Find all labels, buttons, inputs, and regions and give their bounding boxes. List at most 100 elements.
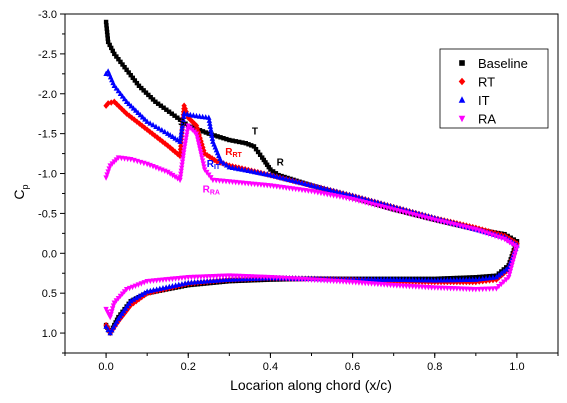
it-upper-point — [121, 95, 128, 102]
data-marks — [103, 19, 520, 337]
baseline-upper-point — [273, 171, 279, 176]
ra-upper-point — [199, 155, 205, 161]
ra-lower-point — [141, 280, 147, 286]
baseline-upper-point — [126, 70, 131, 75]
it-upper-point — [113, 85, 120, 91]
baseline-upper-point — [141, 88, 146, 93]
it-upper-point — [137, 111, 144, 118]
it-upper-point — [206, 114, 212, 120]
ra-upper-point — [174, 176, 181, 182]
it-upper-point — [229, 164, 236, 170]
svg-text:Cp: Cp — [11, 184, 30, 199]
baseline-upper-point — [166, 109, 172, 114]
baseline-upper-point — [227, 137, 232, 143]
baseline-upper-point — [112, 51, 117, 57]
rt-upper-point — [134, 118, 140, 125]
baseline-upper-point — [183, 121, 188, 126]
it-upper-point — [117, 90, 124, 96]
legend-marker-ra — [458, 115, 466, 123]
ra-upper-point — [177, 174, 184, 181]
it-upper-point — [251, 168, 258, 175]
it-upper-point — [206, 117, 213, 123]
ra-upper-point — [200, 161, 207, 167]
baseline-upper-point — [169, 111, 175, 116]
it-upper-point — [181, 110, 187, 116]
it-lower-point — [114, 318, 120, 324]
ra-lower-point — [498, 281, 505, 288]
baseline-upper-point — [246, 142, 251, 147]
baseline-upper-point — [148, 94, 153, 100]
it-upper-point — [150, 121, 156, 128]
it-upper-point — [209, 135, 216, 141]
annotation-r: R — [277, 158, 285, 169]
it-upper-point — [308, 182, 315, 188]
baseline-upper-point — [136, 83, 142, 88]
it-lower-point — [133, 294, 139, 301]
it-upper-point — [218, 158, 224, 164]
baseline-upper-point — [155, 101, 161, 106]
ra-upper-point — [184, 129, 190, 135]
it-lower-point — [128, 297, 134, 304]
baseline-upper-point — [264, 162, 270, 167]
baseline-upper-point — [243, 141, 248, 146]
it-upper-point — [321, 185, 327, 191]
it-upper-point — [156, 125, 162, 131]
baseline-upper-point — [224, 136, 229, 142]
it-upper-point — [135, 109, 141, 116]
rt-upper-point — [177, 146, 184, 153]
legend-label-baseline: Baseline — [478, 56, 528, 71]
rt-upper-point — [183, 108, 189, 115]
baseline-upper-point — [158, 103, 164, 108]
it-lower-point — [493, 274, 500, 280]
it-upper-point — [330, 187, 337, 194]
ra-lower-point — [126, 285, 133, 292]
y-axis-title-main: C — [11, 189, 27, 199]
ra-upper-point — [194, 134, 200, 140]
ra-lower-point — [473, 286, 479, 293]
ra-lower-point — [501, 279, 507, 285]
baseline-upper-point — [230, 138, 235, 143]
rt-upper-point — [105, 100, 111, 107]
it-upper-point — [119, 93, 126, 99]
it-upper-point — [179, 122, 186, 129]
it-upper-point — [111, 82, 117, 88]
series-rt — [103, 98, 520, 337]
it-lower-point — [138, 291, 145, 297]
ra-lower-point — [509, 262, 515, 269]
ra-upper-point — [179, 162, 185, 168]
ra-lower-point — [476, 286, 482, 293]
it-upper-point — [144, 118, 150, 124]
baseline-upper-point — [146, 92, 151, 98]
it-lower-point — [130, 296, 137, 302]
baseline-upper-point — [104, 26, 109, 31]
it-upper-point — [286, 176, 293, 183]
rt-upper-point — [174, 150, 181, 158]
it-upper-point — [162, 128, 168, 135]
it-upper-point — [311, 183, 318, 189]
ra-upper-point — [509, 241, 515, 247]
ra-lower-point — [483, 286, 489, 292]
rt-upper-point — [141, 124, 148, 131]
baseline-upper-point — [233, 139, 239, 144]
rt-upper-point — [139, 122, 145, 129]
rt-upper-point — [177, 149, 183, 156]
it-upper-point — [292, 178, 299, 184]
baseline-upper-point — [107, 42, 112, 48]
ra-upper-point — [199, 158, 206, 164]
ra-lower-point — [506, 271, 513, 278]
it-upper-point — [239, 166, 245, 172]
rt-upper-point — [108, 99, 114, 106]
it-upper-point — [147, 120, 153, 126]
it-upper-point — [180, 119, 186, 126]
ra-upper-point — [195, 140, 202, 146]
it-upper-point — [280, 175, 286, 181]
ra-upper-point — [180, 153, 187, 159]
ra-lower-point — [490, 286, 496, 292]
ra-lower-point — [510, 256, 517, 263]
it-upper-point — [264, 171, 270, 177]
it-upper-point — [261, 170, 267, 177]
ra-lower-point — [486, 286, 493, 292]
baseline-upper-point — [221, 136, 226, 141]
legend: Baseline RT IT RA — [439, 48, 549, 129]
